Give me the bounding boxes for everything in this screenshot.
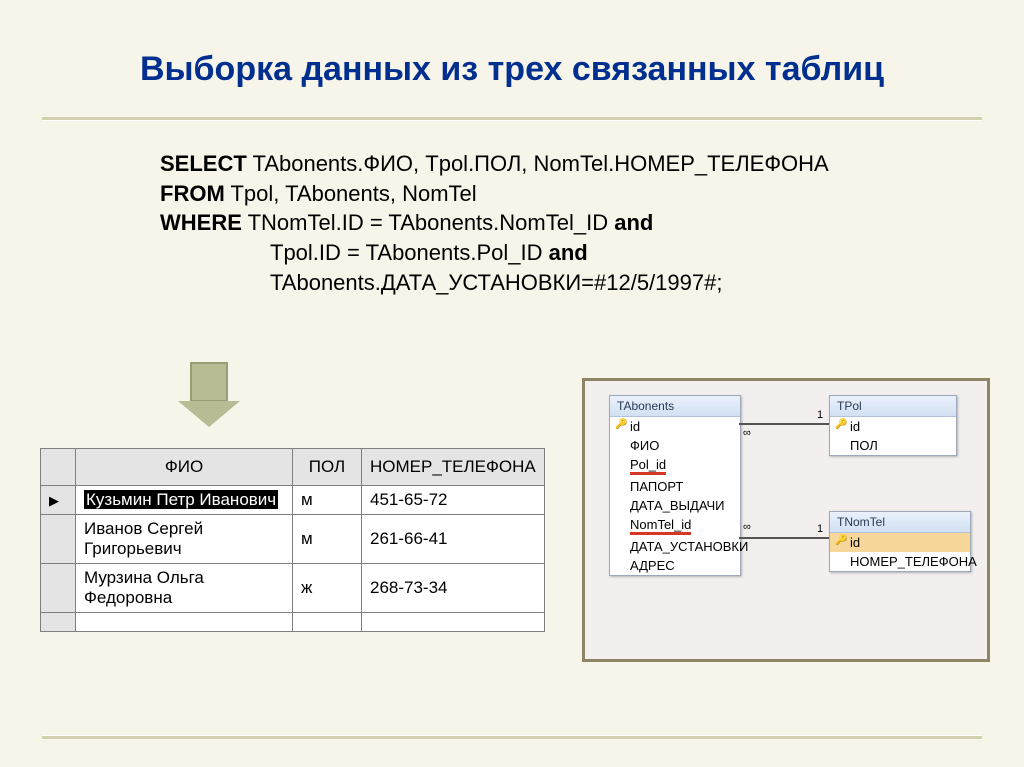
arrow-down-icon [178, 362, 240, 430]
relation-line [739, 423, 829, 425]
col-tel: НОМЕР_ТЕЛЕФОНА [362, 449, 545, 486]
table-row: ▶ Кузьмин Петр Иванович м 451-65-72 [41, 486, 545, 515]
corner-cell [41, 449, 76, 486]
result-table: ФИО ПОЛ НОМЕР_ТЕЛЕФОНА ▶ Кузьмин Петр Ив… [40, 448, 545, 632]
table-row: Иванов Сергей Григорьевич м 261-66-41 [41, 515, 545, 564]
kw-from: FROM [160, 181, 225, 206]
footer-divider [42, 735, 982, 739]
card-many: ∞ [743, 521, 751, 533]
table-row: Мурзина Ольга Федоровна ж 268-73-34 [41, 564, 545, 613]
relation-line [809, 537, 829, 539]
kw-select: SELECT [160, 151, 247, 176]
table-row [41, 613, 545, 632]
row-cursor-icon: ▶ [49, 493, 59, 508]
card-many: ∞ [743, 427, 751, 439]
table-box-tnomtel: TNomTel id НОМЕР_ТЕЛЕФОНА [829, 511, 971, 572]
card-one: 1 [817, 409, 823, 421]
slide-title: Выборка данных из трех связанных таблиц [0, 0, 1024, 117]
sql-query: SELECT TAbonents.ФИО, Tpol.ПОЛ, NomTel.Н… [160, 149, 1024, 297]
kw-where: WHERE [160, 210, 242, 235]
table-box-tabonents: TAbonents id ФИО Pol_id ПАПОРТ ДАТА_ВЫДА… [609, 395, 741, 576]
col-fio: ФИО [76, 449, 293, 486]
relationship-diagram: TAbonents id ФИО Pol_id ПАПОРТ ДАТА_ВЫДА… [582, 378, 990, 662]
table-box-tpol: TPol id ПОЛ [829, 395, 957, 456]
card-one: 1 [817, 523, 823, 535]
col-pol: ПОЛ [293, 449, 362, 486]
title-divider [42, 117, 982, 121]
relation-line [739, 537, 809, 539]
